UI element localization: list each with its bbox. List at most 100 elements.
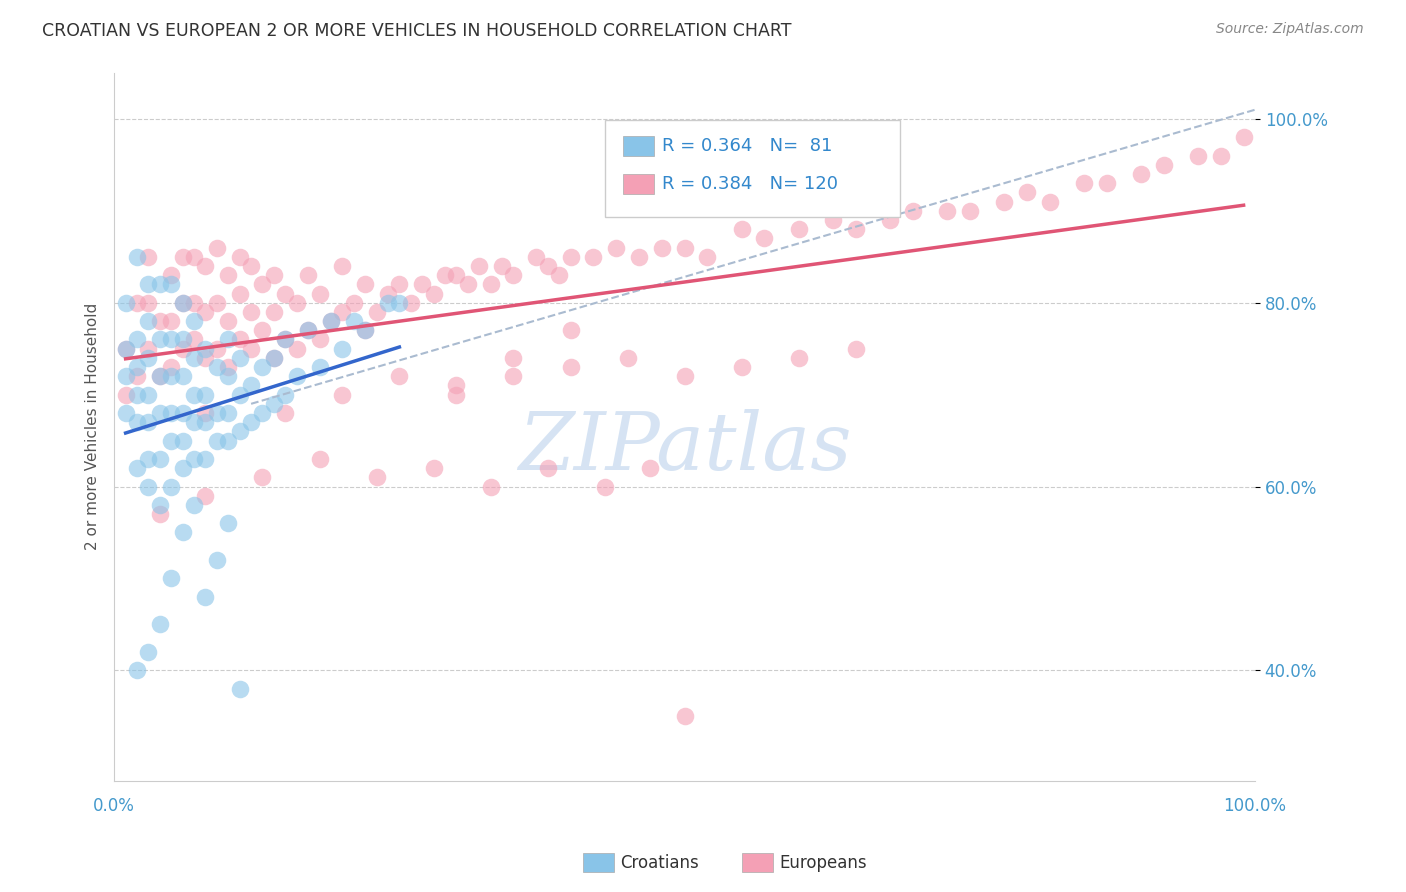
Point <box>205 434 228 448</box>
Point <box>217 516 239 531</box>
Point <box>308 286 330 301</box>
Point <box>149 507 172 521</box>
Y-axis label: 2 or more Vehicles in Household: 2 or more Vehicles in Household <box>86 303 100 550</box>
Point <box>845 342 868 356</box>
Point <box>205 406 228 420</box>
Point <box>537 461 560 475</box>
Point <box>217 406 239 420</box>
Text: CROATIAN VS EUROPEAN 2 OR MORE VEHICLES IN HOUSEHOLD CORRELATION CHART: CROATIAN VS EUROPEAN 2 OR MORE VEHICLES … <box>42 22 792 40</box>
Point <box>149 369 172 384</box>
Point <box>343 314 366 328</box>
Point <box>194 406 217 420</box>
Point <box>330 387 353 401</box>
Point <box>274 333 297 347</box>
Point <box>160 333 183 347</box>
Point <box>160 277 183 292</box>
Text: Europeans: Europeans <box>779 854 866 871</box>
Point <box>399 295 422 310</box>
Point <box>627 250 650 264</box>
Point <box>149 333 172 347</box>
Point <box>845 222 868 236</box>
Point <box>285 295 308 310</box>
Point <box>308 333 330 347</box>
Point <box>936 203 959 218</box>
Point <box>172 295 194 310</box>
Point <box>879 213 901 227</box>
Point <box>640 461 662 475</box>
Point <box>491 259 513 273</box>
Point <box>114 387 136 401</box>
Point <box>1187 149 1209 163</box>
Point <box>959 203 981 218</box>
Point <box>138 387 160 401</box>
Point <box>730 359 752 374</box>
Point <box>194 590 217 604</box>
Point <box>377 286 399 301</box>
Point <box>263 305 285 319</box>
Point <box>183 498 205 512</box>
Point <box>172 434 194 448</box>
Point <box>138 351 160 365</box>
Point <box>138 314 160 328</box>
Point <box>330 305 353 319</box>
Point <box>160 359 183 374</box>
Point <box>274 406 297 420</box>
Point <box>524 250 547 264</box>
Point <box>787 222 810 236</box>
Point <box>228 351 250 365</box>
Point <box>605 241 627 255</box>
Point <box>446 387 468 401</box>
Point <box>263 397 285 411</box>
Point <box>274 387 297 401</box>
Text: Croatians: Croatians <box>620 854 699 871</box>
Point <box>183 314 205 328</box>
Point <box>205 241 228 255</box>
Text: Source: ZipAtlas.com: Source: ZipAtlas.com <box>1216 22 1364 37</box>
Point <box>240 378 263 392</box>
Point <box>821 213 844 227</box>
Point <box>228 425 250 439</box>
Point <box>252 277 274 292</box>
Point <box>228 250 250 264</box>
Point <box>252 406 274 420</box>
Point <box>194 387 217 401</box>
Point <box>263 268 285 282</box>
Point <box>125 415 148 429</box>
Point <box>149 452 172 467</box>
Point <box>754 231 776 245</box>
Point <box>138 277 160 292</box>
Point <box>194 452 217 467</box>
Point <box>138 295 160 310</box>
Point <box>582 250 605 264</box>
Point <box>285 369 308 384</box>
Point <box>388 295 411 310</box>
Point <box>114 342 136 356</box>
Point <box>422 461 444 475</box>
Point <box>1232 130 1254 145</box>
Point <box>330 259 353 273</box>
Point <box>388 369 411 384</box>
Point <box>183 333 205 347</box>
Point <box>205 295 228 310</box>
Point <box>228 387 250 401</box>
Point <box>217 333 239 347</box>
Point <box>172 342 194 356</box>
Point <box>673 709 696 723</box>
Point <box>138 415 160 429</box>
Point <box>114 342 136 356</box>
Point <box>993 194 1015 209</box>
Point <box>377 295 399 310</box>
Point <box>1039 194 1062 209</box>
Point <box>616 351 638 365</box>
Point <box>240 415 263 429</box>
Point <box>673 369 696 384</box>
Point <box>411 277 433 292</box>
Point <box>651 241 673 255</box>
Point <box>263 351 285 365</box>
Point <box>125 250 148 264</box>
Point <box>285 342 308 356</box>
Point <box>252 323 274 337</box>
Point <box>114 369 136 384</box>
Point <box>114 406 136 420</box>
Point <box>308 452 330 467</box>
